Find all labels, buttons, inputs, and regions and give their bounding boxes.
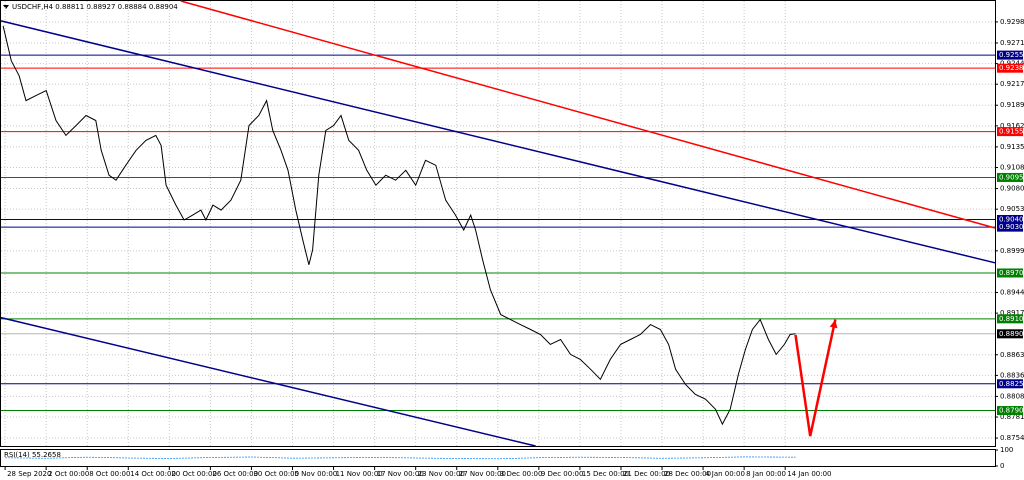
price-label-bg [997, 406, 1023, 416]
y-tick-label: 0.90805 [1000, 185, 1024, 193]
y-tick-label: 0.87815 [1000, 413, 1024, 421]
price-label-bg [997, 314, 1023, 324]
x-tick-label: 30 Oct 00:00 [253, 470, 299, 478]
x-tick-label: 28 Sep 2020 [7, 470, 51, 478]
trend-line [0, 316, 536, 447]
indicator-tick-label: 0 [1000, 462, 1004, 470]
x-tick-label: 14 Oct 00:00 [130, 470, 176, 478]
x-tick-label: 2 Oct 00:00 [48, 470, 89, 478]
price-label-bg [997, 172, 1023, 182]
price-label-bg [997, 214, 1023, 224]
trend-line [180, 0, 996, 229]
price-label: 0.92551 [999, 51, 1024, 59]
price-label-bg [997, 50, 1023, 60]
x-tick-label: 27 Nov 00:00 [459, 470, 506, 478]
arrow [794, 319, 837, 437]
x-tick-label: 20 Oct 00:00 [171, 470, 217, 478]
price-label-bg [997, 268, 1023, 278]
y-tick-label: 0.88085 [1000, 392, 1024, 400]
y-tick-label: 0.89445 [1000, 288, 1024, 296]
x-tick-label: 26 Oct 00:00 [212, 470, 258, 478]
x-tick-label: 5 Nov 00:00 [295, 470, 338, 478]
trend-line [0, 20, 996, 264]
x-tick-label: 15 Dec 00:00 [582, 470, 629, 478]
price-label-bg [997, 222, 1023, 232]
x-tick-label: 8 Jan 00:00 [746, 470, 786, 478]
price-label: 0.88904 [999, 330, 1024, 338]
price-label-bg [997, 379, 1023, 389]
indicator-frame [0, 449, 996, 467]
y-tick-label: 0.89175 [1000, 309, 1024, 317]
price-label-bg [997, 63, 1023, 73]
price-line [2, 25, 796, 426]
x-tick-label: 21 Dec 00:00 [623, 470, 670, 478]
y-tick-label: 0.87540 [1000, 434, 1024, 442]
price-label-bg [997, 127, 1023, 137]
x-tick-label: 3 Dec 00:00 [500, 470, 543, 478]
x-tick-label: 8 Oct 00:00 [89, 470, 130, 478]
y-tick-label: 0.91895 [1000, 101, 1024, 109]
x-tick-label: 28 Dec 00:00 [664, 470, 711, 478]
indicator-tick-label: 100 [1000, 446, 1013, 454]
y-tick-label: 0.91625 [1000, 122, 1024, 130]
indicator-line [5, 456, 796, 460]
dropdown-icon[interactable] [3, 5, 9, 9]
x-tick-label: 14 Jan 00:00 [787, 470, 831, 478]
indicator-title: RSI(14) 55.2658 [4, 451, 61, 459]
x-tick-label: 9 Dec 00:00 [541, 470, 584, 478]
x-tick-label: 23 Nov 00:00 [418, 470, 465, 478]
x-tick-label: 4 Jan 00:00 [705, 470, 745, 478]
arrow-head [829, 319, 838, 329]
chart-title: USDCHF,H4 0.88811 0.88927 0.88884 0.8890… [12, 3, 178, 11]
x-tick-label: 17 Nov 00:00 [377, 470, 424, 478]
y-tick-label: 0.92985 [1000, 18, 1024, 26]
y-tick-label: 0.90535 [1000, 205, 1024, 213]
price-label-bg [997, 329, 1023, 339]
x-tick-label: 11 Nov 00:00 [336, 470, 383, 478]
